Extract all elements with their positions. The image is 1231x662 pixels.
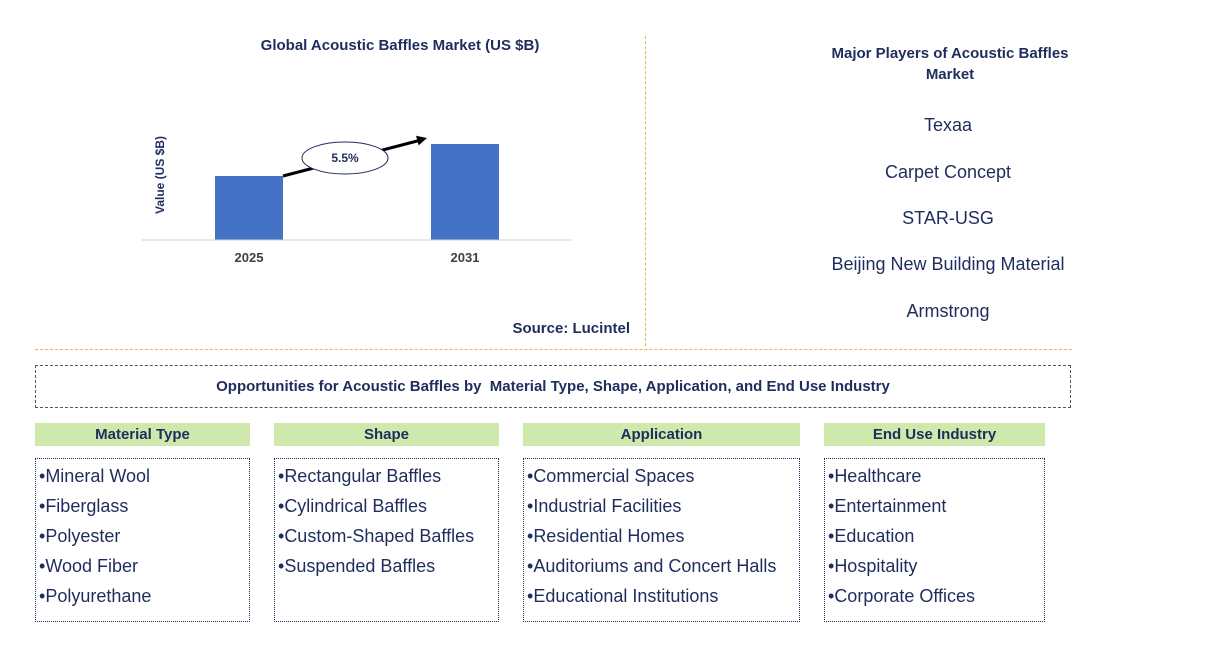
list-item: Mineral Wool bbox=[39, 461, 249, 491]
player-item: Beijing New Building Material bbox=[831, 254, 1065, 274]
horizontal-divider bbox=[35, 349, 1072, 350]
cagr-label: 5.5% bbox=[331, 151, 359, 165]
player-item: STAR-USG bbox=[902, 208, 994, 228]
x-tick-label: 2025 bbox=[235, 250, 264, 265]
category-list-material-type: Mineral Wool Fiberglass Polyester Wood F… bbox=[35, 458, 250, 622]
list-item: Corporate Offices bbox=[828, 581, 1044, 611]
player-item: Texaa bbox=[923, 115, 973, 135]
category-list-shape: Rectangular Baffles Cylindrical Baffles … bbox=[274, 458, 499, 622]
list-item: Commercial Spaces bbox=[527, 461, 799, 491]
opportunities-banner: Opportunities for Acoustic Baffles by Ma… bbox=[35, 365, 1071, 408]
list-item: Entertainment bbox=[828, 491, 1044, 521]
category-header-shape: Shape bbox=[274, 423, 499, 446]
vertical-divider bbox=[645, 36, 646, 346]
category-header-material-type: Material Type bbox=[35, 423, 250, 446]
category-header-end-use: End Use Industry bbox=[824, 423, 1045, 446]
list-item: Cylindrical Baffles bbox=[278, 491, 498, 521]
y-axis-label: Value (US $B) bbox=[153, 136, 167, 214]
bar-chart: Value (US $B) 2025 2031 5.5% bbox=[142, 135, 572, 265]
cagr-ellipse bbox=[301, 141, 389, 175]
list-item: Educational Institutions bbox=[527, 581, 799, 611]
list-item: Wood Fiber bbox=[39, 551, 249, 581]
list-item: Polyester bbox=[39, 521, 249, 551]
bar-2031 bbox=[431, 144, 499, 240]
list-item: Rectangular Baffles bbox=[278, 461, 498, 491]
category-list-end-use: Healthcare Entertainment Education Hospi… bbox=[824, 458, 1045, 622]
list-item: Healthcare bbox=[828, 461, 1044, 491]
player-item: Carpet Concept bbox=[884, 162, 1012, 182]
bar-2025 bbox=[215, 176, 283, 240]
category-header-application: Application bbox=[523, 423, 800, 446]
arrow-head-icon bbox=[416, 135, 427, 146]
list-item: Industrial Facilities bbox=[527, 491, 799, 521]
chart-title: Global Acoustic Baffles Market (US $B) bbox=[260, 37, 540, 54]
source-label: Source: Lucintel bbox=[512, 320, 630, 337]
list-item: Polyurethane bbox=[39, 581, 249, 611]
list-item: Custom-Shaped Baffles bbox=[278, 521, 498, 551]
player-item: Armstrong bbox=[906, 301, 990, 321]
category-list-application: Commercial Spaces Industrial Facilities … bbox=[523, 458, 800, 622]
list-item: Suspended Baffles bbox=[278, 551, 498, 581]
list-item: Hospitality bbox=[828, 551, 1044, 581]
list-item: Residential Homes bbox=[527, 521, 799, 551]
opportunities-title: Opportunities for Acoustic Baffles by Ma… bbox=[216, 378, 890, 395]
x-tick-label: 2031 bbox=[451, 250, 480, 265]
list-item: Education bbox=[828, 521, 1044, 551]
players-title: Major Players of Acoustic Baffles Market bbox=[831, 45, 1069, 83]
list-item: Fiberglass bbox=[39, 491, 249, 521]
list-item: Auditoriums and Concert Halls bbox=[527, 551, 799, 581]
